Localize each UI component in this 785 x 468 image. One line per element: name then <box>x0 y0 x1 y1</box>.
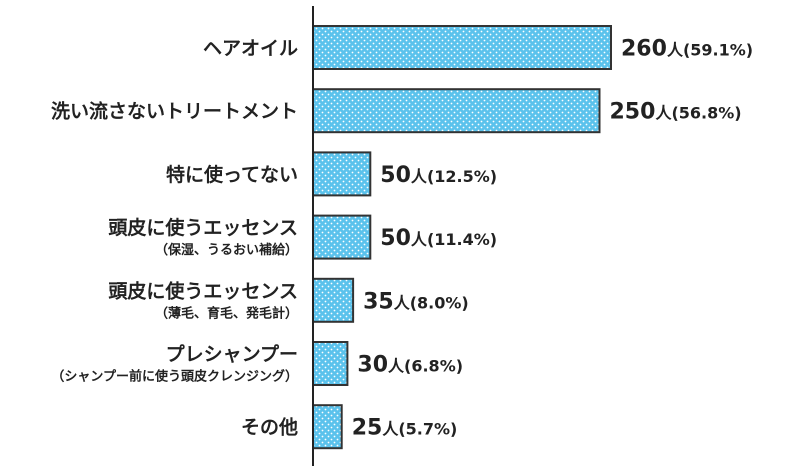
data-label-unit: 人 <box>411 230 428 249</box>
data-label-percent: (5.7%) <box>398 420 457 439</box>
category-sublabel: （薄毛、育毛、発毛計） <box>155 305 298 321</box>
category-label: 頭皮に使うエッセンス <box>108 216 298 239</box>
data-label-value: 50 <box>380 226 411 251</box>
data-label-value: 50 <box>380 163 411 188</box>
data-label-unit: 人 <box>667 41 684 60</box>
category-label: 頭皮に使うエッセンス <box>108 279 298 302</box>
data-label: 50人(12.5%) <box>380 163 497 188</box>
data-label-unit: 人 <box>411 167 428 186</box>
bar <box>312 341 349 386</box>
category-label: ヘアオイル <box>203 38 298 60</box>
data-label-value: 30 <box>357 353 388 378</box>
data-label-unit: 人 <box>394 293 411 312</box>
category-sublabel: （保湿、うるおい補給） <box>155 242 298 258</box>
data-label-unit: 人 <box>382 420 399 439</box>
data-label: 250人(56.8%) <box>610 100 742 125</box>
data-label-value: 250 <box>610 100 656 125</box>
data-label-percent: (6.8%) <box>404 357 463 376</box>
category-label: 洗い流さないトリートメント <box>51 100 298 123</box>
data-label-percent: (59.1%) <box>683 41 753 60</box>
category-label: プレシャンプー <box>166 343 298 366</box>
data-label: 25人(5.7%) <box>352 416 458 441</box>
data-label: 30人(6.8%) <box>357 353 463 378</box>
data-label-unit: 人 <box>388 357 405 376</box>
category-label: 特に使ってない <box>166 164 298 186</box>
data-label: 50人(11.4%) <box>380 226 497 251</box>
data-label: 260人(59.1%) <box>621 37 753 62</box>
data-label-percent: (8.0%) <box>410 293 469 312</box>
category-sublabel: （シャンプー前に使う頭皮クレンジング） <box>51 369 298 385</box>
category-label: その他 <box>241 416 298 439</box>
data-label-value: 35 <box>363 289 394 314</box>
data-label-value: 25 <box>352 416 383 441</box>
data-label-percent: (56.8%) <box>671 104 741 123</box>
bar <box>312 25 612 70</box>
data-label-percent: (11.4%) <box>427 230 497 249</box>
bar <box>312 151 372 197</box>
data-label-percent: (12.5%) <box>427 167 497 186</box>
data-label: 35人(8.0%) <box>363 289 469 314</box>
data-label-value: 260 <box>621 37 667 62</box>
bar <box>312 404 343 450</box>
bar <box>312 88 601 134</box>
bars-layer: ヘアオイル 260人(59.1%)洗い流さないトリートメント 250人(56.8%)… <box>51 25 753 450</box>
bar <box>312 277 355 323</box>
data-label-unit: 人 <box>655 104 672 123</box>
bar <box>312 214 372 260</box>
